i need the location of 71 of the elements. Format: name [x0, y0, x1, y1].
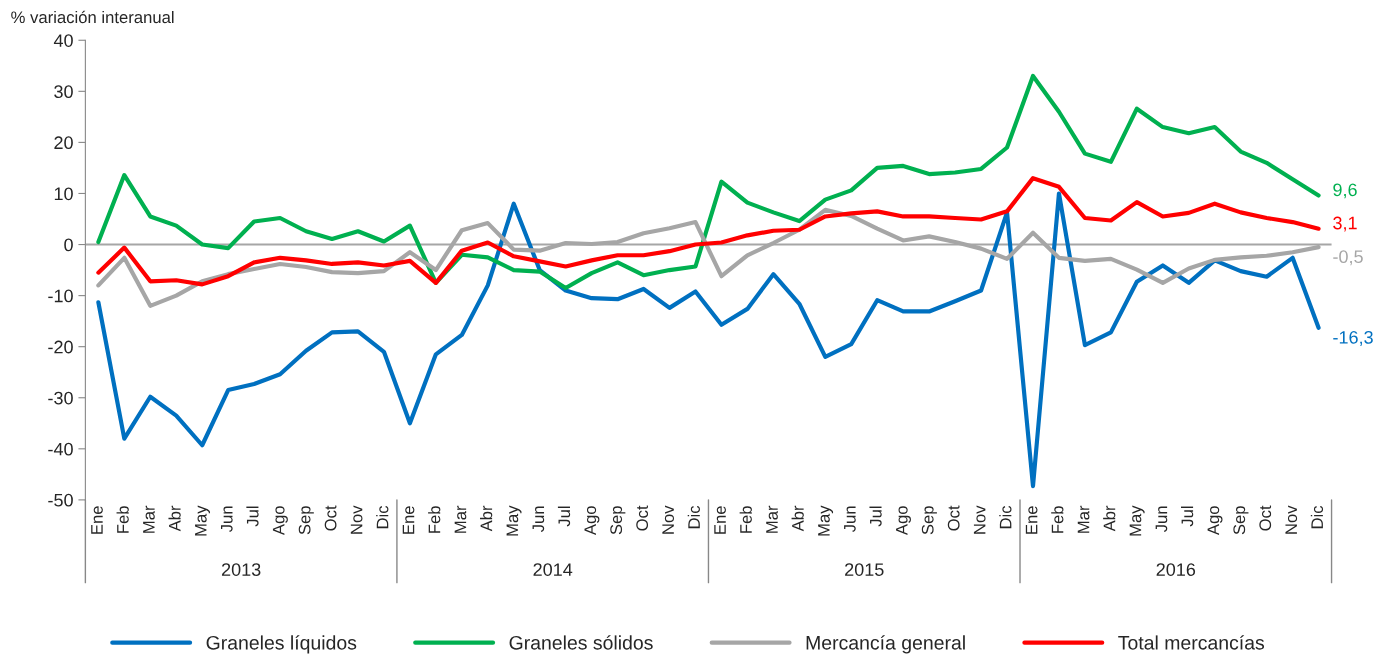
x-tick-label: Dic — [999, 505, 1012, 529]
x-tick-label: Feb — [428, 506, 441, 533]
x-tick-label: Sep — [298, 506, 314, 535]
x-tick-label: Nov — [350, 505, 363, 534]
y-tick-label: -30 — [48, 391, 73, 405]
x-tick-label: Jul — [869, 506, 882, 527]
x-tick-label: Oct — [636, 505, 649, 531]
x-tick-label: Feb — [116, 506, 129, 533]
data-label: -0,5 — [1333, 250, 1363, 266]
text: 2016 — [1156, 563, 1196, 576]
x-tick-label: Dic — [687, 505, 700, 529]
data-label: 9,6 — [1333, 183, 1357, 199]
y-tick-label: 20 — [54, 136, 73, 150]
x-tick-label: Mar — [1077, 505, 1090, 533]
x-tick-label: Sep — [921, 506, 937, 535]
x-tick-label: Ene — [91, 506, 103, 534]
x-tick-label: Ago — [1207, 506, 1223, 536]
y-tick-label: 0 — [64, 238, 73, 252]
x-tick-label: Jun — [221, 506, 233, 533]
y-tick-label: 40 — [53, 34, 73, 47]
y-tick-label: 10 — [54, 187, 73, 201]
legend-label: Graneles líquidos — [206, 635, 357, 654]
x-tick-label: Mar — [454, 505, 467, 533]
x-tick-label: Feb — [1051, 506, 1064, 533]
x-tick-label: May — [195, 505, 210, 536]
x-tick-label: Oct — [947, 505, 960, 531]
x-tick-label: Sep — [610, 506, 626, 535]
x-tick-label: Jul — [1181, 506, 1194, 527]
x-tick-label: Nov — [662, 505, 674, 534]
legend-label: Total mercancías — [1118, 635, 1265, 650]
x-tick-label: Abr — [168, 505, 181, 532]
legend-label: Mercancía general — [806, 635, 965, 654]
x-tick-label: Ene — [714, 506, 726, 534]
text: 2013 — [221, 563, 261, 576]
y-tick-label: 30 — [54, 85, 73, 99]
x-tick-label: Jun — [532, 506, 545, 533]
x-tick-label: Ene — [1025, 506, 1038, 534]
x-tick-label: Oct — [324, 505, 337, 531]
x-tick-label: Ago — [584, 506, 600, 536]
x-tick-label: Mar — [143, 505, 155, 533]
y-tick-label: -20 — [48, 340, 73, 354]
x-tick-label: Jun — [844, 506, 856, 533]
data-label: 3,1 — [1333, 216, 1357, 232]
x-tick-label: Jul — [246, 506, 259, 527]
x-tick-label: Nov — [1285, 505, 1298, 534]
x-tick-label: Abr — [480, 505, 493, 532]
x-tick-label: Ene — [402, 506, 415, 534]
x-tick-label: May — [1129, 505, 1145, 536]
x-tick-label: Dic — [376, 505, 389, 529]
x-tick-label: Jul — [557, 506, 571, 527]
x-tick-label: Dic — [1310, 505, 1324, 529]
x-tick-label: Mar — [766, 505, 778, 533]
data-label: -16,3 — [1333, 330, 1373, 346]
x-tick-label: Sep — [1233, 506, 1249, 535]
x-tick-label: Ago — [272, 506, 288, 536]
x-tick-label: Oct — [1259, 505, 1272, 531]
y-tick-label: -50 — [48, 493, 73, 507]
x-tick-label: Abr — [791, 505, 804, 532]
legend-label: Graneles sólidos — [509, 635, 653, 650]
x-tick-label: Feb — [739, 506, 752, 533]
x-tick-label: Nov — [973, 505, 986, 534]
y-tick-label: -40 — [48, 442, 73, 456]
x-tick-label: Jun — [1155, 506, 1168, 533]
x-tick-label: May — [818, 505, 834, 536]
x-tick-label: May — [506, 505, 522, 536]
y-tick-label: -10 — [48, 289, 73, 303]
x-tick-label: Ago — [896, 506, 911, 536]
y-axis-title: % variación interanual — [11, 10, 174, 24]
x-tick-label: Abr — [1103, 505, 1116, 532]
text: 2014 — [533, 563, 573, 576]
text: 2015 — [845, 563, 884, 576]
